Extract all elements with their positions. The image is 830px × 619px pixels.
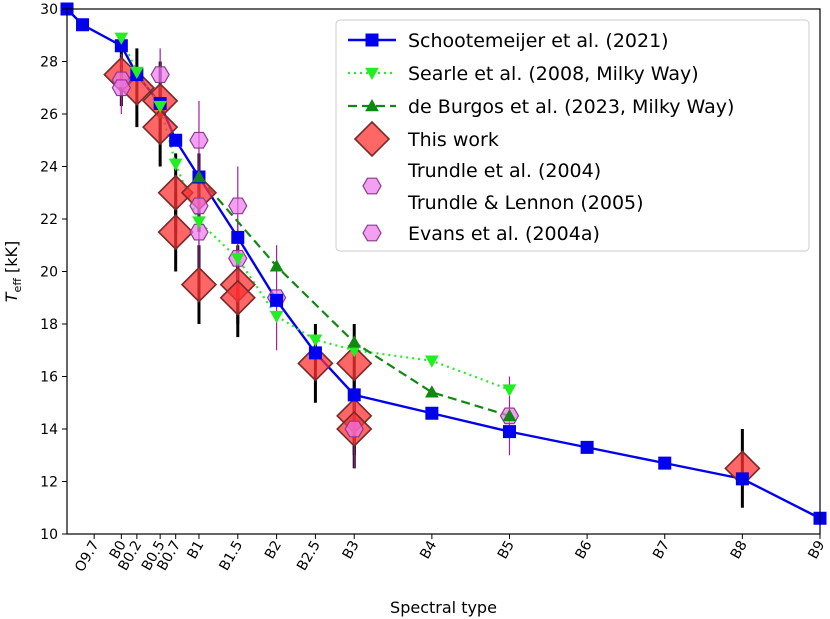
legend-swatch-marker bbox=[362, 177, 382, 195]
this-work-point bbox=[157, 213, 194, 251]
legend-label: de Burgos et al. (2023, Milky Way) bbox=[408, 96, 734, 118]
line-marker bbox=[347, 388, 361, 402]
line-marker bbox=[269, 310, 284, 324]
x-tick-label: B5 bbox=[495, 538, 518, 562]
line-marker bbox=[502, 408, 517, 422]
legend-label: Evans et al. (2004a) bbox=[408, 223, 600, 245]
y-tick-label: 30 bbox=[40, 2, 58, 18]
x-tick-label: B2.5 bbox=[294, 538, 324, 574]
legend: Schootemeijer et al. (2021) Searle et al.… bbox=[335, 19, 810, 252]
y-axis-title-subscript: eff bbox=[11, 278, 24, 293]
literature-point bbox=[189, 197, 209, 215]
line-marker bbox=[168, 158, 183, 171]
x-tick-label: B8 bbox=[728, 538, 751, 562]
literature-point bbox=[111, 79, 132, 97]
literature-point bbox=[189, 131, 209, 149]
legend-swatch-marker bbox=[365, 67, 379, 81]
this-work-point bbox=[219, 279, 256, 316]
legend-label: Trundle et al. (2004) bbox=[407, 160, 601, 182]
legend-label: Trundle & Lennon (2005) bbox=[407, 192, 644, 214]
legend-box bbox=[335, 19, 810, 252]
line-marker bbox=[230, 253, 245, 266]
legend-label: Schootemeijer et al. (2021) bbox=[408, 30, 669, 52]
x-tick-label: B2 bbox=[262, 538, 285, 562]
legend-swatch-marker bbox=[353, 120, 391, 158]
y-tick-label: 28 bbox=[40, 55, 58, 71]
y-axis-title-unit: [kK] bbox=[2, 241, 21, 278]
this-work-point bbox=[336, 345, 373, 382]
this-work-point bbox=[180, 266, 218, 303]
y-tick-label: 20 bbox=[40, 265, 58, 281]
y-tick-label: 16 bbox=[40, 370, 58, 386]
line-marker bbox=[425, 355, 439, 368]
y-tick-label: 24 bbox=[40, 160, 58, 176]
literature-point bbox=[228, 197, 248, 215]
line-marker bbox=[192, 169, 206, 183]
literature-point bbox=[344, 420, 364, 438]
x-tick-label: B9 bbox=[805, 538, 828, 562]
line-marker bbox=[425, 406, 439, 420]
line-marker bbox=[502, 425, 516, 439]
line-marker bbox=[347, 335, 362, 348]
line-marker bbox=[502, 384, 517, 397]
line-marker bbox=[425, 385, 439, 398]
literature-point bbox=[189, 223, 209, 241]
line-marker bbox=[192, 216, 206, 229]
line-marker bbox=[270, 293, 284, 307]
this-work-point bbox=[297, 345, 334, 382]
x-tick-label: B7 bbox=[650, 538, 673, 562]
y-tick-label: 18 bbox=[40, 317, 58, 333]
x-tick-label: B1.5 bbox=[216, 538, 246, 574]
legend-label: This work bbox=[407, 129, 499, 151]
line-marker bbox=[658, 456, 672, 470]
line-marker bbox=[269, 259, 284, 272]
line-marker bbox=[580, 440, 594, 454]
y-axis-title: Teff [kK] bbox=[2, 241, 24, 302]
line-marker bbox=[169, 133, 183, 147]
this-work-point bbox=[142, 108, 179, 146]
legend-swatch-marker bbox=[362, 224, 382, 242]
x-tick-label: B6 bbox=[572, 538, 595, 562]
line-marker bbox=[308, 346, 322, 360]
line-marker bbox=[308, 334, 323, 347]
y-tick-label: 12 bbox=[40, 475, 58, 491]
y-tick-label: 26 bbox=[40, 107, 58, 123]
line-marker bbox=[231, 230, 245, 244]
legend-label: Searle et al. (2008, Milky Way) bbox=[408, 63, 699, 85]
legend-swatch-marker bbox=[365, 33, 379, 47]
line-markers bbox=[60, 2, 827, 525]
literature-point bbox=[150, 66, 170, 84]
y-axis-ticks: 10 12 14 16 18 20 22 24 26 28 30 bbox=[40, 2, 67, 543]
x-axis-title: Spectral type bbox=[390, 598, 497, 617]
x-tick-label: O9.7 bbox=[72, 538, 103, 575]
y-axis-title-symbol: T bbox=[2, 291, 21, 302]
x-tick-label: B1 bbox=[184, 538, 207, 562]
line-marker bbox=[76, 18, 90, 32]
y-tick-label: 10 bbox=[40, 527, 58, 543]
line-marker bbox=[735, 472, 749, 486]
line-marker bbox=[153, 100, 168, 114]
y-tick-label: 22 bbox=[40, 212, 58, 228]
x-tick-label: B3 bbox=[340, 538, 363, 562]
line-marker bbox=[130, 66, 144, 80]
legend-swatch-marker bbox=[365, 98, 379, 112]
y-tick-label: 14 bbox=[40, 422, 58, 438]
x-tick-label: B4 bbox=[417, 538, 440, 562]
line-marker bbox=[114, 32, 129, 45]
scatter-markers bbox=[103, 56, 761, 487]
